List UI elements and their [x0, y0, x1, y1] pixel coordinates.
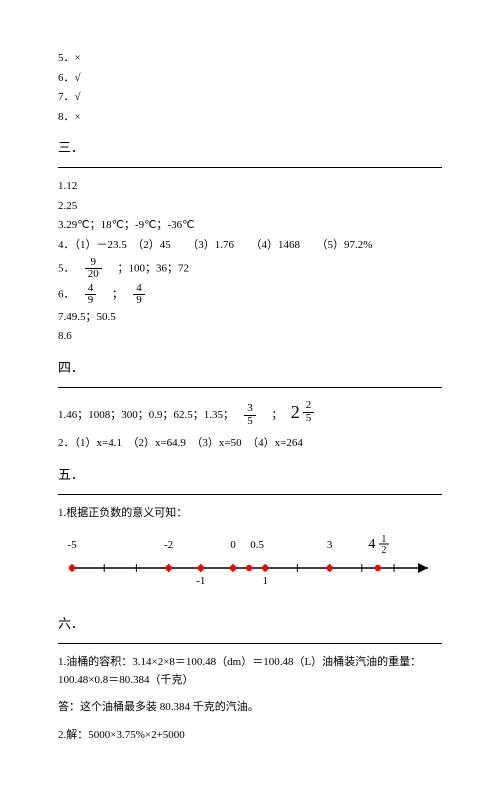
denominator: 5 — [303, 413, 315, 425]
s3-l6: 6． 4 9 ； 4 9 — [58, 283, 442, 307]
section-6-head: 六． — [58, 614, 442, 635]
section-3-head: 三． — [58, 138, 442, 159]
section-5-head: 五． — [58, 465, 442, 486]
svg-text:-2: -2 — [164, 539, 173, 551]
s3-l8: 8.6 — [58, 328, 442, 346]
whole: 2 — [291, 398, 300, 427]
fraction: 2 5 — [303, 400, 315, 424]
pre-item-7: 7．√ — [58, 89, 442, 107]
s3-l2: 2.25 — [58, 198, 442, 216]
section-4-head: 四． — [58, 358, 442, 379]
numerator: 3 — [244, 403, 256, 416]
svg-text:2: 2 — [381, 545, 386, 556]
denominator: 9 — [133, 295, 145, 307]
denominator: 9 — [85, 295, 97, 307]
divider — [58, 167, 442, 168]
svg-text:1: 1 — [381, 534, 386, 545]
text: ； — [101, 288, 129, 300]
svg-text:-1: -1 — [196, 575, 205, 587]
mixed-number: 2 2 5 — [291, 398, 317, 427]
s3-l7: 7.49.5；50.5 — [58, 309, 442, 327]
fraction: 9 20 — [85, 257, 102, 281]
svg-text:3: 3 — [327, 539, 333, 551]
svg-text:0: 0 — [230, 539, 236, 551]
divider — [58, 643, 442, 644]
s5-l1: 1.根据正负数的意义可知： — [58, 505, 442, 523]
fraction: 4 9 — [133, 283, 145, 307]
text: 1.46；1008；300；0.9；62.5；1.35； — [58, 409, 240, 421]
numerator: 2 — [303, 400, 315, 413]
s3-l3: 3.29℃；18℃；-9℃；-36℃ — [58, 217, 442, 235]
s3-l5: 5． 9 20 ；100；36；72 — [58, 257, 442, 281]
number-line-diagram: -5-2-100.513412 — [58, 528, 438, 602]
pre-item-5: 5．× — [58, 50, 442, 68]
s4-l1: 1.46；1008；300；0.9；62.5；1.35； 3 5 ； 2 2 5 — [58, 398, 442, 428]
text: 5． — [58, 262, 80, 274]
s3-l1: 1.12 — [58, 178, 442, 196]
s3-l4: 4．（1）－23.5 （2）45 （3）1.76 （4）1468 （5）97.2… — [58, 237, 442, 255]
fraction: 4 9 — [85, 283, 97, 307]
text: ；100；36；72 — [107, 262, 190, 274]
s6-l3: 2.解：5000×3.75%×2+5000 — [58, 727, 442, 745]
text: 6． — [58, 288, 80, 300]
svg-text:1: 1 — [262, 575, 268, 587]
svg-text:-5: -5 — [67, 539, 77, 551]
text: ； — [261, 409, 289, 421]
pre-item-6: 6．√ — [58, 70, 442, 88]
divider — [58, 494, 442, 495]
s4-l2: 2．（1）x=4.1 （2）x=64.9 （3）x=50 （4）x=264 — [58, 435, 442, 453]
denominator: 20 — [85, 269, 102, 281]
s6-l1: 1.油桶的容积：3.14×2×8＝100.48（dm）＝100.48（L）油桶装… — [58, 654, 442, 689]
svg-text:4: 4 — [368, 537, 375, 552]
divider — [58, 387, 442, 388]
svg-text:0.5: 0.5 — [250, 539, 264, 551]
pre-item-8: 8．× — [58, 109, 442, 127]
fraction: 3 5 — [244, 403, 256, 427]
denominator: 5 — [244, 416, 256, 428]
s6-l2: 答：这个油桶最多装 80.384 千克的汽油。 — [58, 699, 442, 717]
